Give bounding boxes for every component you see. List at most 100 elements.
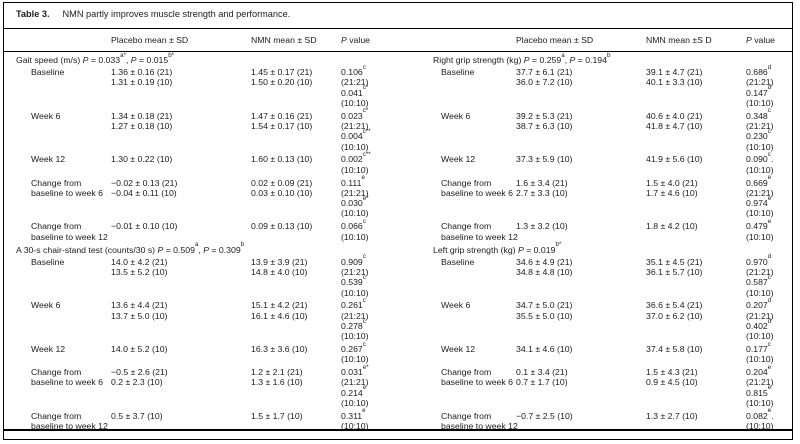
placebo-value-line: 37.3 ± 5.9 (10): [516, 154, 573, 165]
nmn-value-line: 16.1 ± 4.6 (10): [251, 310, 308, 321]
p-value: 0.669e (21:21) 0.974e (10:10): [746, 175, 786, 219]
nmn-value: 0.09 ± 0.13 (10): [251, 221, 341, 242]
placebo-value: 1.6 ± 3.4 (21) 2.7 ± 3.3 (10): [516, 178, 646, 219]
table-row: Change from baseline to week 6 −0.02 ± 0.1…: [4, 175, 792, 219]
table-row: Change from baseline to week 6 −0.5 ± 2.6 …: [4, 363, 792, 408]
nmn-value-line: 1.8 ± 4.2 (10): [646, 221, 698, 232]
nmn-value-line: 39.1 ± 4.7 (21): [646, 67, 703, 78]
p-value-line: (10:10): [341, 398, 369, 408]
section-header-right-line: Left grip strength (kg) P = 0.019b*: [433, 241, 562, 255]
p-value: 0.066c (10:10): [341, 218, 396, 242]
placebo-value-line: 1.6 ± 3.4 (21): [516, 177, 568, 188]
p-value-line: 0.106c: [341, 63, 366, 78]
table-label: Table 3.: [16, 9, 50, 19]
placebo-value: 14.0 ± 4.2 (21) 13.5 ± 5.2 (10): [111, 257, 251, 298]
table-row: Week 12 14.0 ± 5.2 (10) 16.3 ± 3.6 (10) 0.2…: [4, 341, 792, 365]
row-label: Week 12: [396, 344, 516, 365]
placebo-value: 14.0 ± 5.2 (10): [111, 344, 251, 365]
nmn-value-line: 36.1 ± 5.7 (10): [646, 266, 703, 277]
row-label-line: Week 12: [31, 154, 66, 165]
p-value-line: 0.204e: [746, 363, 772, 378]
row-label: Week 12: [16, 154, 111, 175]
nmn-value-line: 0.02 ± 0.09 (21): [251, 177, 313, 188]
section-header-row: Gait speed (m/s) P = 0.033a*, P = 0.015b…: [4, 51, 792, 66]
table-3-figure: Table 3. NMN partly improves muscle stren…: [3, 2, 793, 440]
p-value-line: (10:10): [341, 164, 369, 175]
placebo-value-line: 13.7 ± 5.0 (10): [111, 310, 168, 321]
placebo-value: −0.01 ± 0.10 (10): [111, 221, 251, 242]
placebo-value-line: 34.8 ± 4.8 (10): [516, 266, 573, 277]
row-label: Baseline: [16, 67, 111, 108]
placebo-value-line: 0.2 ± 2.3 (10): [111, 377, 163, 388]
placebo-value-line: 14.0 ± 4.2 (21): [111, 256, 168, 267]
placebo-value-line: 1.31 ± 0.19 (10): [111, 77, 173, 88]
nmn-value: 1.5 ± 4.0 (21) 1.7 ± 4.6 (10): [646, 178, 746, 219]
section-header-right: Right grip strength (kg) P = 0.259a, P =…: [396, 51, 786, 66]
nmn-value-line: 1.5 ± 4.0 (21): [646, 177, 698, 188]
row-label-line: Week 12: [31, 344, 66, 355]
p-value-line: 0.587c: [746, 273, 771, 288]
row-label-line: baseline to week 12: [31, 231, 108, 242]
p-value-line: 0.090c.: [746, 151, 774, 165]
p-value-line: (10:10): [341, 354, 369, 365]
row-label-line: Baseline: [441, 67, 475, 78]
row-label-line: Change from: [31, 410, 82, 421]
placebo-value-line: 1.34 ± 0.18 (21): [111, 110, 173, 121]
table-body: Gait speed (m/s) P = 0.033a*, P = 0.015b…: [4, 51, 792, 432]
p-value: 0.204e (21:21) 0.815e (10:10): [746, 363, 786, 408]
placebo-value: 1.34 ± 0.18 (21) 1.27 ± 0.18 (10): [111, 111, 251, 152]
placebo-value-line: 1.27 ± 0.18 (10): [111, 121, 173, 132]
placebo-value: 34.1 ± 4.6 (10): [516, 344, 646, 365]
p-value-line: (21:21): [341, 310, 369, 321]
row-label: Change from baseline to week 6: [396, 178, 516, 219]
row-label: Baseline: [396, 67, 516, 108]
row-label: Baseline: [16, 257, 111, 298]
nmn-value: 13.9 ± 3.9 (21) 14.8 ± 4.0 (10): [251, 257, 341, 298]
p-value-line: (10:10): [746, 331, 774, 342]
p-value-line: (10:10): [746, 208, 774, 219]
row-label: Change from baseline to week 6: [396, 367, 516, 408]
placebo-value: 0.5 ± 3.7 (10): [111, 411, 251, 432]
nmn-value-line: 16.3 ± 3.6 (10): [251, 344, 308, 355]
p-value-line: (21:21): [746, 266, 774, 277]
nmn-value-line: 0.09 ± 0.13 (10): [251, 221, 313, 232]
row-label-line: Change from: [31, 177, 82, 188]
placebo-value-line: 1.36 ± 0.16 (21): [111, 67, 173, 78]
row-label-line: Baseline: [441, 256, 475, 267]
placebo-value-line: 39.2 ± 5.3 (21): [516, 110, 573, 121]
nmn-value-line: 1.3 ± 2.7 (10): [646, 410, 698, 421]
p-value: 0.177c (10:10): [746, 341, 786, 365]
p-value: 0.686d (21:21) 0.147d (10:10): [746, 64, 786, 108]
row-label: Week 6: [16, 111, 111, 152]
p-value: 0.082e. (10:10): [746, 408, 786, 432]
p-value-line: (10:10): [746, 164, 774, 175]
row-label-line: Change from: [441, 177, 492, 188]
row-label-line: Week 6: [31, 110, 61, 121]
row-label: Change from baseline to week 12: [396, 410, 518, 432]
placebo-value-line: 0.1 ± 3.4 (21): [516, 367, 568, 378]
section-header-left-line: Gait speed (m/s) P = 0.033a*, P = 0.015b…: [16, 51, 175, 66]
section-header-right-line: Right grip strength (kg) P = 0.259a, P =…: [433, 51, 611, 66]
placebo-value-line: 0.5 ± 3.7 (10): [111, 410, 163, 421]
section-header-left: A 30-s chair-stand test (counts/30 s) P …: [16, 242, 396, 255]
row-label-line: Baseline: [31, 67, 65, 78]
p-value: 0.031e* (21:21) 0.214e (10:10): [341, 364, 396, 408]
row-label-line: Change from: [441, 410, 492, 421]
row-label-line: baseline to week 6: [31, 377, 103, 388]
row-label-line: baseline to week 6: [441, 377, 513, 388]
row-label-line: Change from: [441, 367, 492, 378]
placebo-value-line: 34.1 ± 4.6 (10): [516, 344, 573, 355]
placebo-value-line: 2.7 ± 3.3 (10): [516, 187, 568, 198]
placebo-value: 1.3 ± 3.2 (10): [516, 221, 646, 242]
header-divider: [4, 51, 792, 53]
p-value-line: (21:21): [746, 310, 774, 321]
p-value-line: 0.002c**: [341, 151, 371, 165]
section-header-row: A 30-s chair-stand test (counts/30 s) P …: [4, 241, 792, 255]
nmn-value: 40.6 ± 4.0 (21) 41.8 ± 4.7 (10): [646, 111, 746, 152]
section-header-left: Gait speed (m/s) P = 0.033a*, P = 0.015b…: [16, 51, 396, 66]
row-label-line: baseline to week 12: [441, 421, 518, 432]
nmn-value-line: 0.03 ± 0.10 (10): [251, 187, 313, 198]
placebo-value-line: 1.30 ± 0.22 (10): [111, 154, 173, 165]
nmn-value: 1.5 ± 4.3 (21) 0.9 ± 4.5 (10): [646, 367, 746, 408]
row-label-line: baseline to week 12: [441, 231, 518, 242]
